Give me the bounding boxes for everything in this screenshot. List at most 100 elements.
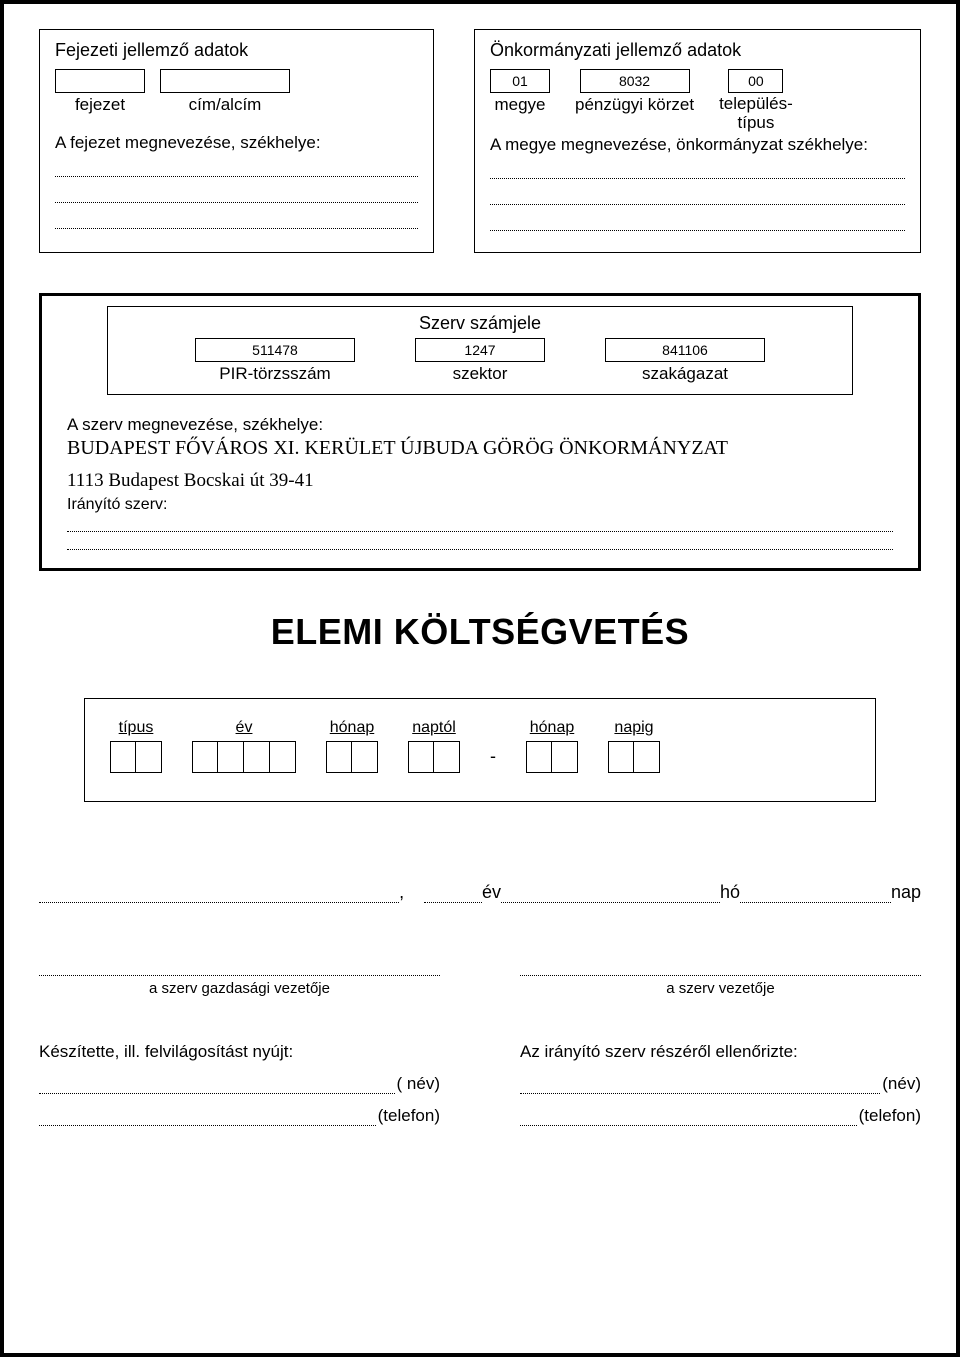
- sig-right: a szerv vezetője: [520, 958, 921, 997]
- honap1-label: hónap: [330, 719, 375, 737]
- honap2-boxes[interactable]: [526, 741, 578, 773]
- place-dots[interactable]: [39, 882, 399, 903]
- megye-label: megye: [494, 95, 545, 115]
- szerv-name-label: A szerv megnevezése, székhelye:: [67, 415, 893, 435]
- date-ho: hó: [720, 882, 740, 903]
- pir-cell: 511478 PIR-törzsszám: [195, 338, 355, 384]
- top-panels-row: Fejezeti jellemző adatok fejezet cím/alc…: [39, 29, 921, 253]
- onkorm-name-line3[interactable]: [490, 211, 905, 231]
- nev-right-dots[interactable]: [520, 1076, 880, 1094]
- onkorm-code-row: 01 megye 8032 pénzügyi körzet 00 települ…: [490, 69, 905, 131]
- tel-left-suffix: (telefon): [378, 1106, 440, 1126]
- fejezet-name-line1[interactable]: [55, 157, 418, 177]
- fejezet-name-line3[interactable]: [55, 209, 418, 229]
- signing-date-line: , év hó nap: [39, 882, 921, 903]
- telepules-box[interactable]: 00: [728, 69, 783, 93]
- fejezet-box[interactable]: [55, 69, 145, 93]
- tipus-label: típus: [119, 719, 154, 737]
- telepules-label2: típus: [738, 114, 775, 131]
- sig-left: a szerv gazdasági vezetője: [39, 958, 440, 997]
- ev-label: év: [236, 719, 253, 737]
- onkorm-name-line2[interactable]: [490, 185, 905, 205]
- naptol-group: naptól: [408, 719, 460, 773]
- sig-left-label: a szerv gazdasági vezetője: [39, 980, 440, 997]
- szektor-box[interactable]: 1247: [415, 338, 545, 362]
- form-page: Fejezeti jellemző adatok fejezet cím/alc…: [0, 0, 960, 1357]
- tel-right-suffix: (telefon): [859, 1106, 921, 1126]
- szakagazat-label: szakágazat: [642, 364, 728, 384]
- nev-left-suffix: ( név): [397, 1074, 440, 1094]
- date-ev: év: [482, 882, 501, 903]
- ev-boxes[interactable]: [192, 741, 296, 773]
- signature-row: a szerv gazdasági vezetője a szerv vezet…: [39, 958, 921, 997]
- nev-right-suffix: (név): [882, 1074, 921, 1094]
- date-panel: típus év hónap naptól - hónap: [84, 698, 876, 802]
- fejezet-name-label: A fejezet megnevezése, székhelye:: [55, 133, 418, 153]
- cimalcim-cell: cím/alcím: [160, 69, 290, 115]
- pir-box[interactable]: 511478: [195, 338, 355, 362]
- tel-right-dots[interactable]: [520, 1108, 857, 1126]
- main-title: ELEMI KÖLTSÉGVETÉS: [39, 611, 921, 653]
- megye-box[interactable]: 01: [490, 69, 550, 93]
- cimalcim-label: cím/alcím: [189, 95, 262, 115]
- bottom-info-row: Készítette, ill. felvilágosítást nyújt: …: [39, 1042, 921, 1138]
- fejezet-code-row: fejezet cím/alcím: [55, 69, 418, 115]
- bottom-right: Az irányító szerv részéről ellenőrizte: …: [520, 1042, 921, 1138]
- fejezet-name-line2[interactable]: [55, 183, 418, 203]
- nev-left-dots[interactable]: [39, 1076, 395, 1094]
- nev-left-line: ( név): [39, 1074, 440, 1094]
- szakagazat-box[interactable]: 841106: [605, 338, 765, 362]
- szakagazat-cell: 841106 szakágazat: [605, 338, 765, 384]
- onkorm-name-line1[interactable]: [490, 159, 905, 179]
- fejezet-label: fejezet: [75, 95, 125, 115]
- telepules-label1: település-: [719, 95, 793, 112]
- sig-left-line[interactable]: [39, 958, 440, 976]
- nev-right-line: (név): [520, 1074, 921, 1094]
- ellenorizte-label: Az irányító szerv részéről ellenőrizte:: [520, 1042, 921, 1062]
- szerv-panel: Szerv számjele 511478 PIR-törzsszám 1247…: [39, 293, 921, 571]
- cimalcim-box[interactable]: [160, 69, 290, 93]
- bottom-left: Készítette, ill. felvilágosítást nyújt: …: [39, 1042, 440, 1138]
- tipus-group: típus: [110, 719, 162, 773]
- honap2-group: hónap: [526, 719, 578, 773]
- napig-group: napig: [608, 719, 660, 773]
- tel-left-line: (telefon): [39, 1106, 440, 1126]
- honap2-label: hónap: [530, 719, 575, 737]
- fejezet-cell: fejezet: [55, 69, 145, 115]
- fejezet-title: Fejezeti jellemző adatok: [55, 40, 418, 61]
- szerv-inner-box: Szerv számjele 511478 PIR-törzsszám 1247…: [107, 306, 853, 395]
- iranyito-line2[interactable]: [67, 532, 893, 550]
- ho-dots[interactable]: [501, 882, 720, 903]
- honap1-group: hónap: [326, 719, 378, 773]
- tipus-boxes[interactable]: [110, 741, 162, 773]
- iranyito-label: Irányító szerv:: [67, 496, 893, 514]
- sig-right-label: a szerv vezetője: [520, 980, 921, 997]
- onkorm-name-label: A megye megnevezése, önkormányzat székhe…: [490, 135, 905, 155]
- szerv-body: A szerv megnevezése, székhelye: BUDAPEST…: [67, 415, 893, 550]
- honap1-boxes[interactable]: [326, 741, 378, 773]
- penzugyi-cell: 8032 pénzügyi körzet: [575, 69, 694, 131]
- ev-dots[interactable]: [424, 882, 482, 903]
- keszitette-label: Készítette, ill. felvilágosítást nyújt:: [39, 1042, 440, 1062]
- telepules-cell: 00 település- típus: [719, 69, 793, 131]
- sig-right-line[interactable]: [520, 958, 921, 976]
- tel-left-dots[interactable]: [39, 1108, 376, 1126]
- naptol-label: naptól: [412, 719, 456, 737]
- napig-boxes[interactable]: [608, 741, 660, 773]
- szektor-label: szektor: [453, 364, 508, 384]
- onkorm-panel: Önkormányzati jellemző adatok 01 megye 8…: [474, 29, 921, 253]
- onkorm-title: Önkormányzati jellemző adatok: [490, 40, 905, 61]
- iranyito-line1[interactable]: [67, 514, 893, 532]
- tel-right-line: (telefon): [520, 1106, 921, 1126]
- ev-group: év: [192, 719, 296, 773]
- szerv-title: Szerv számjele: [128, 313, 832, 334]
- pir-label: PIR-törzsszám: [219, 364, 330, 384]
- szerv-code-row: 511478 PIR-törzsszám 1247 szektor 841106…: [128, 338, 832, 384]
- naptol-boxes[interactable]: [408, 741, 460, 773]
- penzugyi-box[interactable]: 8032: [580, 69, 690, 93]
- date-nap: nap: [891, 882, 921, 903]
- szektor-cell: 1247 szektor: [415, 338, 545, 384]
- nap-dots[interactable]: [740, 882, 891, 903]
- napig-label: napig: [614, 719, 653, 737]
- szerv-name: BUDAPEST FŐVÁROS XI. KERÜLET ÚJBUDA GÖRÖ…: [67, 437, 893, 460]
